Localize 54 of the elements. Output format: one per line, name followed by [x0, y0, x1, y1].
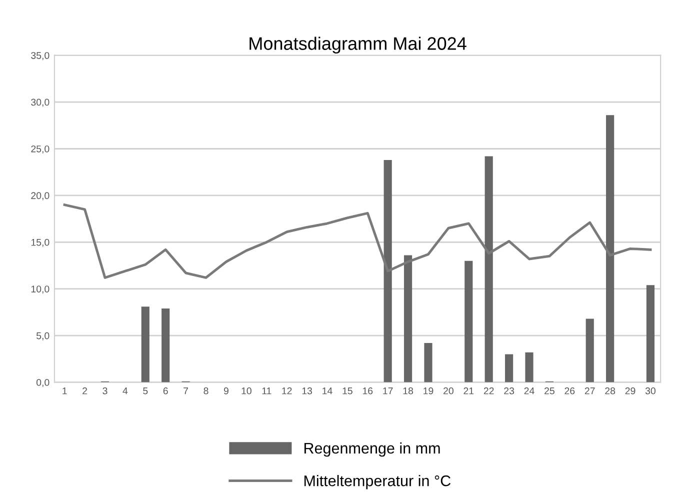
- x-tick-label: 11: [262, 388, 272, 394]
- x-tick-label: 15: [342, 388, 352, 394]
- x-tick-label: 13: [302, 387, 312, 394]
- x-tick-label: 7: [184, 388, 188, 394]
- bar: [424, 343, 432, 382]
- y-tick-label: 35,0: [31, 52, 50, 60]
- x-tick-label: 3: [102, 387, 108, 394]
- x-tick-label: 14: [322, 388, 332, 394]
- y-tick-label: 5,0: [36, 332, 50, 340]
- x-tick-label: 19: [424, 387, 434, 394]
- x-tick-label: 2: [82, 387, 87, 394]
- legend-label: Regenmenge in mm: [304, 442, 440, 457]
- bar: [141, 306, 150, 382]
- bar: [525, 352, 534, 382]
- x-tick-label: 28: [605, 387, 616, 394]
- x-tick-label: 5: [143, 388, 148, 394]
- x-tick-label: 1: [62, 388, 67, 394]
- bar: [484, 156, 493, 382]
- x-tick-label: 22: [484, 387, 494, 394]
- x-tick-label: 21: [464, 387, 474, 394]
- x-tick-label: 16: [362, 387, 373, 394]
- y-tick-label: 30,0: [31, 98, 50, 107]
- x-tick-label: 29: [625, 387, 636, 394]
- x-tick-label: 25: [544, 387, 554, 394]
- x-tick-label: 18: [403, 387, 414, 394]
- x-tick-label: 4: [122, 388, 128, 394]
- y-tick-label: 20,0: [31, 192, 50, 200]
- legend-label: Mitteltemperatur in °C: [304, 475, 451, 490]
- x-tick-label: 9: [224, 387, 228, 394]
- x-tick-label: 24: [524, 387, 534, 394]
- x-tick-label: 27: [584, 387, 595, 394]
- bar: [384, 160, 392, 382]
- x-tick-label: 26: [564, 387, 575, 394]
- line-series: [63, 204, 652, 279]
- bar: [646, 285, 655, 382]
- bar: [162, 308, 170, 382]
- x-tick-label: 17: [383, 388, 393, 394]
- y-tick-label: 15,0: [31, 238, 50, 247]
- bar: [404, 255, 412, 382]
- bar: [464, 260, 473, 382]
- bar: [606, 115, 614, 382]
- x-tick-label: 23: [504, 387, 514, 394]
- y-tick-label: 25,0: [31, 145, 50, 154]
- y-tick-label: 10,0: [31, 286, 50, 294]
- chart-title: Monatsdiagramm Mai 2024: [250, 36, 466, 54]
- bar: [586, 318, 594, 382]
- x-tick-label: 20: [444, 387, 454, 394]
- x-tick-label: 8: [204, 387, 208, 394]
- bar: [505, 354, 514, 382]
- y-tick-label: 0,0: [36, 379, 50, 388]
- x-tick-label: 30: [645, 387, 656, 394]
- x-tick-label: 10: [242, 387, 252, 394]
- x-tick-label: 6: [163, 387, 168, 394]
- x-tick-label: 12: [282, 387, 292, 394]
